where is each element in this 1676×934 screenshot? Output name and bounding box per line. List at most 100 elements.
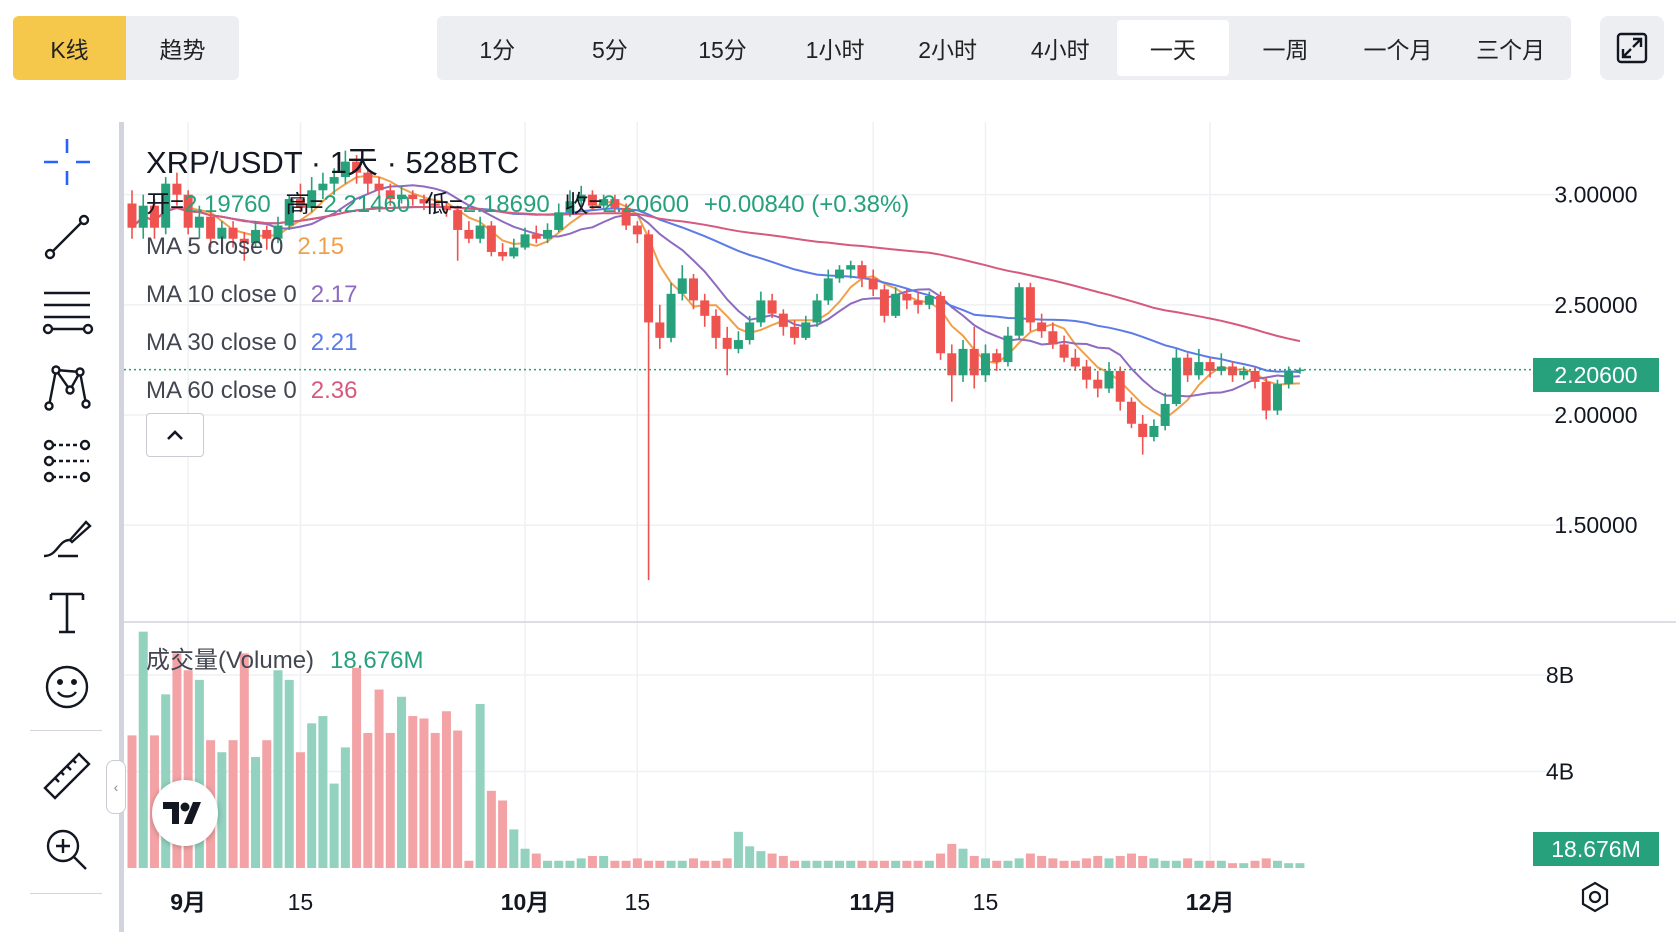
interval-tab-1[interactable]: 5分	[591, 37, 628, 63]
volume-bar	[1093, 855, 1103, 868]
crosshair-icon	[44, 139, 90, 185]
candle-body	[969, 348, 979, 376]
interval-tab-9[interactable]: 三个月	[1476, 37, 1546, 63]
candle-body	[217, 227, 227, 239]
candle-body	[1183, 357, 1193, 376]
volume-bar	[1216, 860, 1226, 868]
candle-body	[1239, 370, 1249, 376]
low-label: 低=	[424, 191, 463, 218]
candle-body	[846, 265, 856, 270]
emoji-tool[interactable]	[30, 655, 104, 719]
volume-bar	[1048, 858, 1058, 868]
candle-body	[206, 216, 216, 239]
interval-tab-5[interactable]: 4小时	[1030, 37, 1090, 63]
close-value: 2.20600	[602, 191, 690, 218]
fullscreen-button[interactable]	[1600, 16, 1664, 80]
ma30-value: 2.21	[310, 329, 358, 356]
interval-tab-0[interactable]: 1分	[479, 37, 516, 63]
interval-tab-8[interactable]: 一个月	[1363, 37, 1433, 63]
toolbar-collapse-handle[interactable]: ‹	[106, 760, 126, 814]
volume-bar	[565, 860, 575, 868]
legend-collapse-button[interactable]	[146, 413, 204, 457]
candle-body	[644, 234, 654, 323]
interval-tab-6[interactable]: 一天	[1116, 20, 1230, 76]
candle-body	[385, 190, 395, 200]
volume-bar	[1272, 860, 1282, 868]
volume-axis-label: 4B	[1546, 759, 1574, 785]
candle-body	[891, 293, 901, 316]
chart-settings-button[interactable]	[1578, 880, 1612, 919]
candle-body	[1059, 344, 1069, 358]
change-value: +0.00840 (+0.38%)	[703, 191, 910, 218]
price-axis-label: 2.00000	[1554, 402, 1637, 428]
candle-body	[251, 229, 261, 244]
chevron-left-icon: ‹	[113, 779, 119, 795]
volume-bar	[554, 860, 564, 868]
volume-bar	[700, 860, 710, 868]
volume-bar	[531, 853, 541, 868]
ma30-legend[interactable]: MA 30 close 0 2.21	[146, 329, 357, 357]
text-tool[interactable]	[30, 580, 104, 644]
interval-selector: 1分 5分 15分 1小时 2小时 4小时 一天 一周 一个月 三个月	[437, 16, 1571, 80]
candle-body	[419, 199, 429, 204]
interval-tab-3[interactable]: 1小时	[805, 37, 865, 63]
candle-body	[599, 199, 609, 206]
volume-bar	[722, 858, 732, 868]
ma60-legend[interactable]: MA 60 close 0 2.36	[146, 377, 357, 405]
volume-bar	[318, 716, 328, 868]
candle-body	[733, 340, 743, 349]
open-label: 开=	[146, 191, 185, 218]
interval-tab-4[interactable]: 2小时	[918, 37, 978, 63]
time-axis-label: 15	[288, 889, 314, 915]
horizontal-lines-tool[interactable]	[30, 280, 104, 344]
candle-body	[655, 322, 665, 338]
volume-bar	[677, 860, 687, 868]
tradingview-logo[interactable]	[152, 780, 218, 846]
volume-label: 成交量(Volume)	[146, 647, 315, 674]
candle-body	[700, 300, 710, 316]
volume-bar	[1183, 858, 1193, 868]
pattern-tool[interactable]	[30, 355, 104, 419]
volume-bar	[441, 711, 451, 868]
horizontal-lines-icon	[42, 291, 94, 335]
candle-body	[936, 296, 946, 354]
candle-body	[430, 203, 440, 206]
brush-tool[interactable]	[30, 505, 104, 569]
candle-body	[307, 190, 317, 208]
volume-bar	[509, 829, 519, 868]
close-label: 收=	[564, 191, 603, 218]
volume-bar	[599, 855, 609, 868]
candle-body	[913, 300, 923, 305]
tv-logo-icon	[163, 802, 201, 824]
ma30-label: MA 30 close 0	[146, 329, 297, 356]
candle-body	[756, 300, 766, 323]
candle-body	[1228, 366, 1238, 376]
volume-bar	[1194, 860, 1204, 868]
candle-body	[1160, 403, 1170, 426]
time-axis-label: 15	[625, 889, 651, 915]
interval-tab-7[interactable]: 一周	[1262, 37, 1309, 63]
fib-tool[interactable]	[30, 430, 104, 494]
volume-bar	[127, 735, 137, 868]
volume-bar	[868, 860, 878, 868]
settings-hexagon-icon	[1581, 881, 1609, 913]
candle-body	[138, 205, 148, 228]
ma5-legend[interactable]: MA 5 close 0 2.15	[146, 233, 344, 261]
volume-bar	[891, 860, 901, 868]
volume-bar	[464, 860, 474, 868]
volume-bar	[1160, 860, 1170, 868]
volume-bar	[644, 860, 654, 868]
mode-tab-0[interactable]: K线	[13, 16, 126, 80]
interval-tab-2[interactable]: 15分	[698, 37, 747, 63]
trend-line-tool[interactable]	[30, 205, 104, 269]
ma10-legend[interactable]: MA 10 close 0 2.17	[146, 281, 357, 309]
toolbar-divider	[30, 730, 102, 731]
volume-bar	[475, 704, 485, 868]
zoom-tool[interactable]	[30, 818, 104, 882]
volume-bar	[1228, 863, 1238, 868]
ruler-tool[interactable]	[30, 743, 104, 807]
mode-tab-1[interactable]: 趋势	[159, 37, 206, 63]
crosshair-tool[interactable]	[30, 130, 104, 194]
volume-bar	[138, 631, 148, 868]
